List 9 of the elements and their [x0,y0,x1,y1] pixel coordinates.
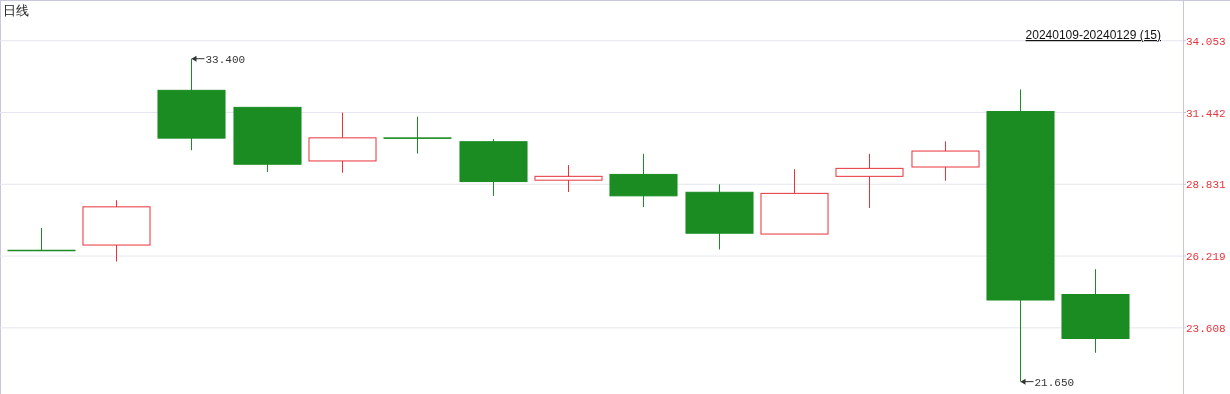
annotation: 20240109-20240129 (15) [1025,28,1161,42]
y-tick-label: 28.831 [1186,179,1227,192]
annotation: 21.650 [1034,376,1075,389]
chart-title: 日线 [3,3,29,18]
annotation: 33.400 [205,53,246,66]
y-tick-label: 23.608 [1186,322,1226,335]
y-tick-label: 31.442 [1186,107,1226,120]
y-tick-label: 34.053 [1186,35,1226,48]
y-tick-label: 26.219 [1186,251,1226,264]
